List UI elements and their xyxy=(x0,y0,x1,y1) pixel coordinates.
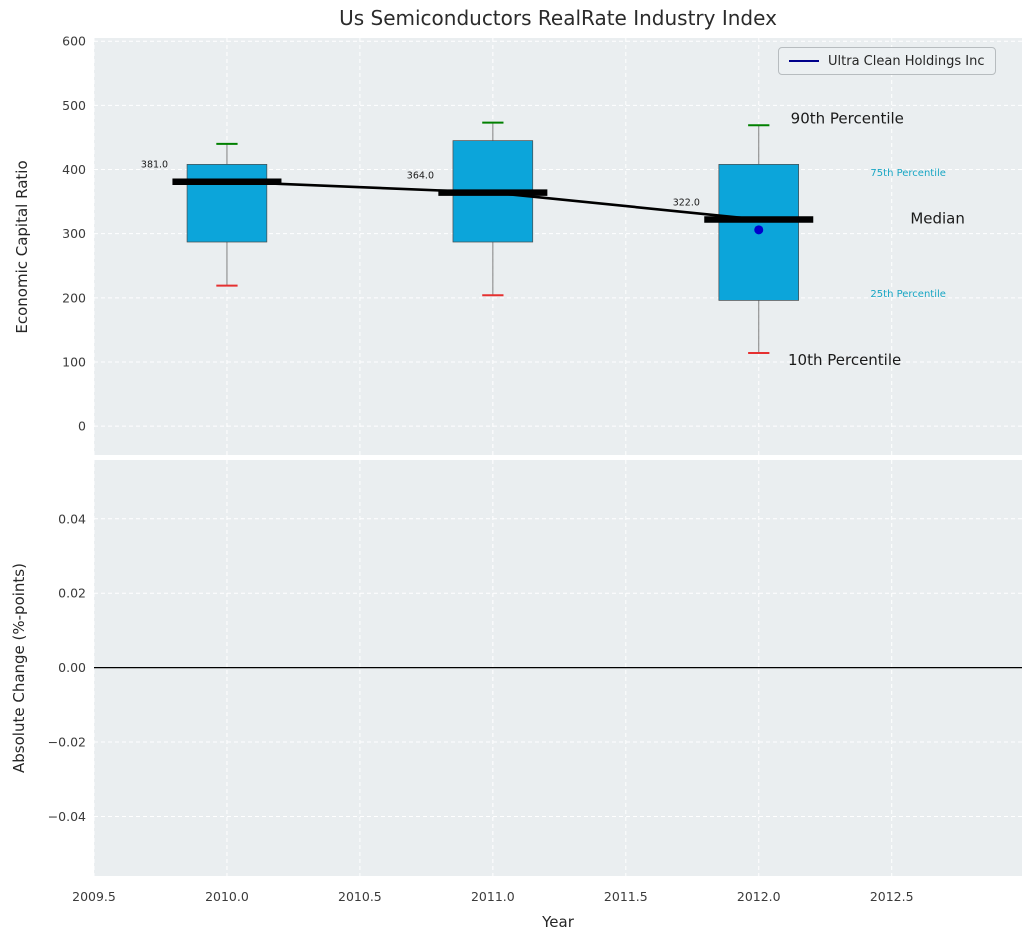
bottom-y-tick-label: −0.02 xyxy=(48,735,86,750)
percentile-label: 10th Percentile xyxy=(788,351,901,369)
legend-line-sample xyxy=(789,60,819,62)
legend: Ultra Clean Holdings Inc xyxy=(778,47,996,75)
top-y-tick-label: 400 xyxy=(62,162,86,177)
x-tick-label: 2009.5 xyxy=(72,889,116,904)
company-dot xyxy=(754,225,764,235)
top-y-tick-label: 0 xyxy=(78,419,86,434)
x-tick-label: 2012.0 xyxy=(737,889,781,904)
x-tick-label: 2010.5 xyxy=(338,889,382,904)
percentile-label: 75th Percentile xyxy=(870,168,946,179)
top-y-tick-label: 300 xyxy=(62,226,86,241)
bottom-y-tick-label: 0.00 xyxy=(58,660,86,675)
median-value-label: 364.0 xyxy=(407,171,434,182)
x-tick-label: 2011.5 xyxy=(604,889,648,904)
top-plot-area xyxy=(94,38,1022,455)
legend-label: Ultra Clean Holdings Inc xyxy=(828,53,985,69)
percentile-label: Median xyxy=(910,209,965,227)
x-tick-label: 2010.0 xyxy=(205,889,249,904)
iqr-box xyxy=(186,164,268,243)
x-tick-label: 2012.5 xyxy=(870,889,914,904)
top-y-axis-label: Economic Capital Ratio xyxy=(13,160,31,334)
median-value-label: 322.0 xyxy=(673,198,700,209)
median-value-label: 381.0 xyxy=(141,160,168,171)
bottom-y-tick-label: −0.04 xyxy=(48,809,86,824)
percentile-label: 90th Percentile xyxy=(791,109,904,127)
x-axis-label: Year xyxy=(542,913,574,931)
x-tick-label: 2011.0 xyxy=(471,889,515,904)
top-y-tick-label: 600 xyxy=(62,34,86,49)
top-y-tick-label: 500 xyxy=(62,98,86,113)
percentile-label: 25th Percentile xyxy=(870,289,946,300)
top-y-tick-label: 100 xyxy=(62,354,86,369)
bottom-y-tick-label: 0.04 xyxy=(58,511,86,526)
top-y-tick-label: 200 xyxy=(62,290,86,305)
bottom-y-axis-label: Absolute Change (%-points) xyxy=(10,563,28,773)
bottom-y-tick-label: 0.02 xyxy=(58,586,86,601)
chart-title: Us Semiconductors RealRate Industry Inde… xyxy=(339,6,777,30)
